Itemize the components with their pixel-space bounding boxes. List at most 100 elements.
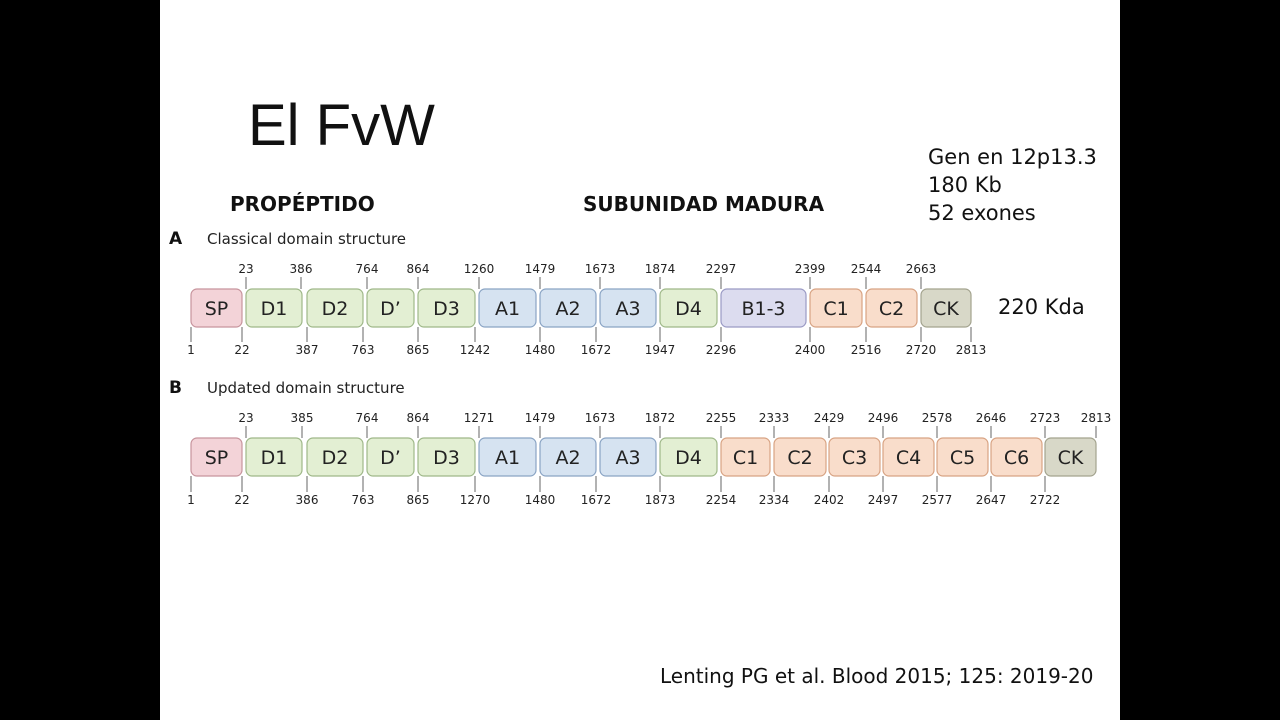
bottom-residue-number: 22 — [234, 493, 249, 507]
domain-box-a3 — [599, 288, 657, 328]
bottom-residue-number: 2334 — [759, 493, 790, 507]
top-residue-number: 764 — [356, 411, 379, 425]
domain-label: D4 — [675, 298, 702, 320]
domain-box-ck — [920, 288, 972, 328]
domain-box-d1 — [245, 437, 303, 477]
molecular-weight: 220 Kda — [998, 295, 1085, 319]
domain-label: C1 — [733, 447, 758, 469]
bottom-residue-number: 2720 — [906, 343, 937, 357]
panel-b-letter: B — [169, 378, 182, 398]
domain-label: B1-3 — [741, 298, 785, 320]
top-residue-number: 23 — [238, 262, 253, 276]
propeptide-label: PROPÉPTIDO — [230, 192, 375, 216]
bottom-residue-number: 22 — [234, 343, 249, 357]
domain-box-d4 — [659, 288, 718, 328]
domain-box-d — [366, 288, 415, 328]
domain-label: D3 — [433, 447, 460, 469]
bottom-residue-number: 1947 — [645, 343, 676, 357]
bottom-residue-number: 2516 — [851, 343, 882, 357]
domain-box-c1 — [720, 437, 771, 477]
citation: Lenting PG et al. Blood 2015; 125: 2019-… — [660, 664, 1094, 688]
top-residue-number: 2646 — [976, 411, 1007, 425]
domain-box-c4 — [882, 437, 935, 477]
domain-box-c5 — [936, 437, 989, 477]
gene-info: Gen en 12p13.3 180 Kb 52 exones — [928, 143, 1097, 227]
domain-label: C3 — [842, 447, 867, 469]
top-residue-number: 864 — [407, 411, 430, 425]
gene-location: Gen en 12p13.3 — [928, 145, 1097, 169]
domain-box-d2 — [306, 288, 364, 328]
bottom-residue-number: 2402 — [814, 493, 845, 507]
domain-box-a1 — [478, 437, 537, 477]
domain-box-c3 — [828, 437, 881, 477]
top-residue-number: 1271 — [464, 411, 495, 425]
domain-box-sp — [190, 437, 243, 477]
top-residue-number: 1479 — [525, 411, 556, 425]
top-residue-number: 2255 — [706, 411, 737, 425]
domain-label: SP — [205, 447, 229, 469]
bottom-residue-number: 1270 — [460, 493, 491, 507]
track-updated: SP D1 D2 D’ D3 A1 A2 A3 D4 C1 C2 C3 C4 C5 C6 CK 23 385 764… — [187, 411, 1111, 507]
domain-label: CK — [1058, 447, 1084, 469]
domain-box-c2 — [865, 288, 918, 328]
domain-box-c1 — [809, 288, 863, 328]
domain-box-d — [366, 437, 415, 477]
domain-label: D1 — [261, 447, 288, 469]
bottom-residue-number: 1 — [187, 343, 195, 357]
domain-label: A1 — [495, 298, 520, 320]
slide: El FvW Gen en 12p13.3 180 Kb 52 exones P… — [160, 0, 1120, 720]
domain-box-d3 — [417, 288, 476, 328]
top-residue-number: 2578 — [922, 411, 953, 425]
top-residue-number: 386 — [290, 262, 313, 276]
domain-label: A2 — [555, 298, 580, 320]
domain-box-a3 — [599, 437, 657, 477]
slide-title: El FvW — [248, 93, 435, 158]
domain-box-a1 — [478, 288, 537, 328]
bottom-residue-number: 2497 — [868, 493, 899, 507]
bottom-residue-number: 1480 — [525, 343, 556, 357]
domain-box-c6 — [990, 437, 1043, 477]
domain-label: C6 — [1004, 447, 1029, 469]
bottom-residue-number: 2813 — [956, 343, 987, 357]
domain-label: A1 — [495, 447, 520, 469]
top-residue-number: 2723 — [1030, 411, 1061, 425]
domain-label: C2 — [787, 447, 812, 469]
top-residue-number: 1673 — [585, 262, 616, 276]
panel-a-title: Classical domain structure — [207, 230, 407, 248]
domain-label: A2 — [555, 447, 580, 469]
bottom-residue-number: 1672 — [581, 493, 612, 507]
domain-label: C1 — [823, 298, 848, 320]
domain-box-d2 — [306, 437, 364, 477]
bottom-residue-number: 763 — [352, 343, 375, 357]
bottom-residue-number: 763 — [352, 493, 375, 507]
panel-b-title: Updated domain structure — [207, 379, 405, 397]
bottom-residue-number: 2254 — [706, 493, 737, 507]
domain-label: D4 — [675, 447, 702, 469]
top-residue-number: 2496 — [868, 411, 899, 425]
top-residue-number: 1260 — [464, 262, 495, 276]
top-residue-number: 23 — [238, 411, 253, 425]
domain-box-d1 — [245, 288, 303, 328]
top-residue-number: 2399 — [795, 262, 826, 276]
domain-box-ck — [1044, 437, 1097, 477]
bottom-residue-number: 1672 — [581, 343, 612, 357]
domain-box-c2 — [773, 437, 827, 477]
top-residue-number: 2333 — [759, 411, 790, 425]
bottom-residue-number: 2647 — [976, 493, 1007, 507]
top-residue-number: 2429 — [814, 411, 845, 425]
bottom-residue-number: 2577 — [922, 493, 953, 507]
top-residue-number: 2663 — [906, 262, 937, 276]
top-residue-number: 764 — [356, 262, 379, 276]
domain-label: C2 — [879, 298, 904, 320]
domain-box-a2 — [539, 288, 597, 328]
bottom-residue-number: 2400 — [795, 343, 826, 357]
top-residue-number: 2544 — [851, 262, 882, 276]
domain-label: D3 — [433, 298, 460, 320]
domain-label: SP — [205, 298, 229, 320]
track-classical: SP D1 D2 D’ D3 A1 A2 A3 D4 B1-3 C1 C2 CK 23 386 764 864 1… — [187, 262, 986, 357]
top-residue-number: 1673 — [585, 411, 616, 425]
panel-a-letter: A — [169, 229, 183, 249]
top-residue-number: 1872 — [645, 411, 676, 425]
domain-label: D2 — [322, 447, 349, 469]
top-residue-number: 864 — [407, 262, 430, 276]
